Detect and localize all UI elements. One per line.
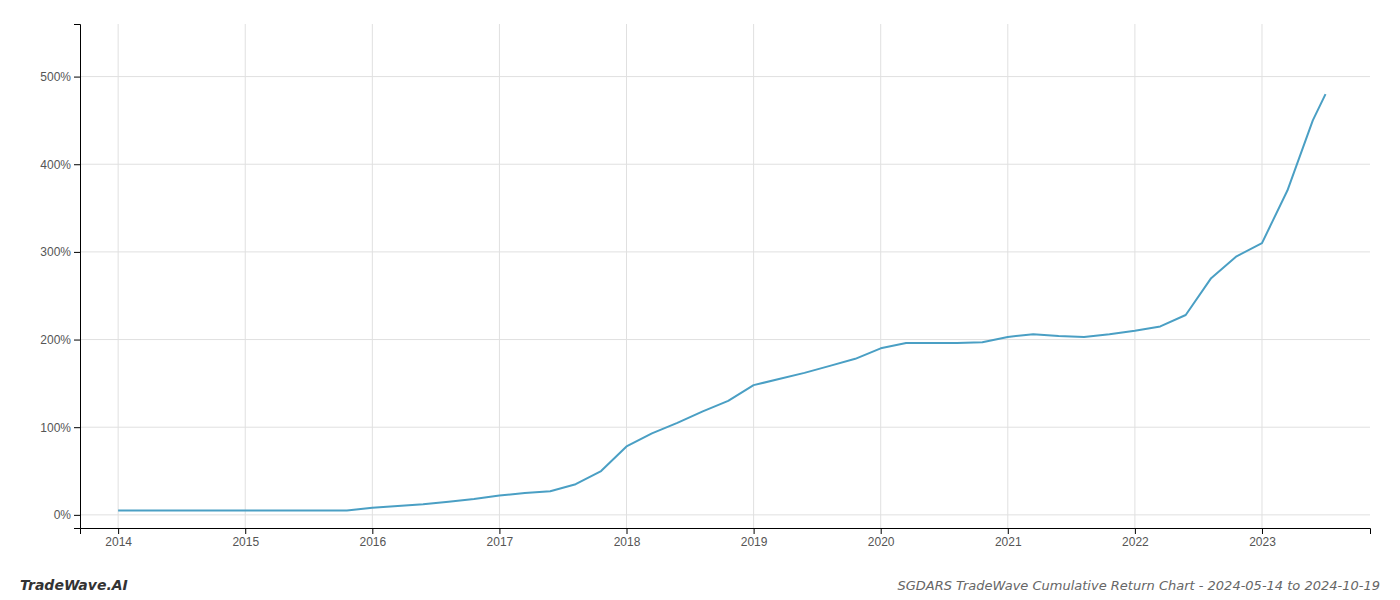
y-tick-label: 300%: [40, 245, 71, 259]
y-tick-mark: [74, 164, 80, 165]
x-tick-mark: [1135, 528, 1136, 534]
y-tick: 100%: [40, 421, 80, 435]
x-tick-label: 2017: [487, 535, 514, 549]
grid-line-x: [1134, 24, 1135, 528]
y-tick-label: 100%: [40, 421, 71, 435]
grid-line-x: [626, 24, 627, 528]
x-tick-mark: [881, 528, 882, 534]
x-tick-label: 2019: [741, 535, 768, 549]
line: [118, 94, 1325, 510]
grid-line-y: [80, 164, 1370, 165]
grid-line-y: [80, 251, 1370, 252]
x-tick-label: 2014: [105, 535, 132, 549]
y-tick-mark: [74, 252, 80, 253]
x-tick-mark: [627, 528, 628, 534]
y-tick: 500%: [40, 70, 80, 84]
grid-line-x: [372, 24, 373, 528]
x-tick-label: 2018: [614, 535, 641, 549]
x-tick-mark: [372, 528, 373, 534]
y-tick-label: 200%: [40, 333, 71, 347]
x-axis: 2014 2015 2016 2017 2018 2019 2020 2021 2022 2023: [81, 528, 1371, 549]
x-axis-line: [81, 529, 1371, 535]
title: SGDARS TradeWave Cumulative Return Chart…: [897, 578, 1380, 593]
x-tick: 2023: [1249, 528, 1276, 549]
y-axis: 0% 100% 200% 300% 400% 500%: [40, 25, 80, 529]
x-tick: 2016: [359, 528, 386, 549]
x-tick: 2022: [1122, 528, 1149, 549]
watermark: TradeWave.AI: [20, 577, 128, 593]
x-tick-mark: [754, 528, 755, 534]
grid-line-x: [1007, 24, 1008, 528]
y-tick-mark: [74, 515, 80, 516]
grid-line-x: [880, 24, 881, 528]
y-tick-mark: [74, 427, 80, 428]
grid-line-y: [80, 339, 1370, 340]
x-tick-label: 2022: [1122, 535, 1149, 549]
y-tick-label: 500%: [40, 70, 71, 84]
x-tick-mark: [1262, 528, 1263, 534]
grid-line-x: [118, 24, 119, 528]
y-tick-label: 400%: [40, 158, 71, 172]
y-tick-mark: [74, 340, 80, 341]
x-tick-label: 2023: [1249, 535, 1276, 549]
grid-line-y: [80, 76, 1370, 77]
x-tick-label: 2015: [232, 535, 259, 549]
x-tick-mark: [1008, 528, 1009, 534]
x-tick: 2018: [614, 528, 641, 549]
x-tick-mark: [499, 528, 500, 534]
y-tick: 400%: [40, 158, 80, 172]
y-axis-line: [74, 25, 81, 529]
plot-area: [118, 94, 1325, 510]
grid-line-x: [753, 24, 754, 528]
grid-line-x: [1261, 24, 1262, 528]
grid: [80, 24, 1370, 528]
grid-line-x: [499, 24, 500, 528]
grid-line-y: [80, 427, 1370, 428]
y-tick: 200%: [40, 333, 80, 347]
y-tick-label: 0%: [54, 508, 72, 522]
x-tick-mark: [118, 528, 119, 534]
x-tick: 2020: [868, 528, 895, 549]
grid-line-y: [80, 514, 1370, 515]
grid-line-x: [245, 24, 246, 528]
x-tick-label: 2016: [359, 535, 386, 549]
y-tick: 0%: [54, 508, 80, 522]
x-tick-label: 2021: [995, 535, 1022, 549]
x-tick: 2021: [995, 528, 1022, 549]
y-tick: 300%: [40, 245, 80, 259]
x-tick-label: 2020: [868, 535, 895, 549]
x-tick: 2015: [232, 528, 259, 549]
x-tick: 2017: [487, 528, 514, 549]
x-tick-mark: [245, 528, 246, 534]
x-tick: 2019: [741, 528, 768, 549]
chart: 2014 2015 2016 2017 2018 2019 2020 2021 2022 2023…: [0, 0, 1400, 600]
y-tick-mark: [74, 77, 80, 78]
x-tick: 2014: [105, 528, 132, 549]
